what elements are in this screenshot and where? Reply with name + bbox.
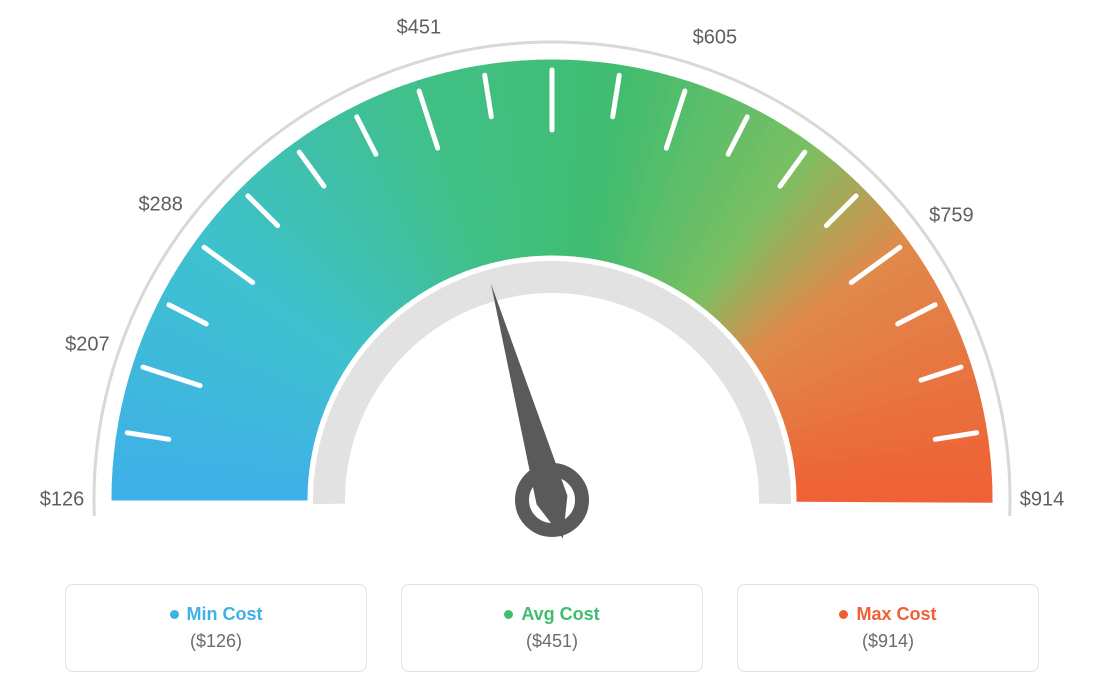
legend-min-box: Min Cost ($126) [65, 584, 367, 672]
legend-max-label: Max Cost [856, 604, 936, 625]
gauge-area: $126 $207 $288 $451 $605 $759 $914 [0, 0, 1104, 560]
legend-min-title: Min Cost [170, 604, 263, 625]
legend-avg-title: Avg Cost [504, 604, 599, 625]
legend-min-value: ($126) [190, 631, 242, 652]
gauge-scale-label: $288 [138, 194, 183, 217]
legend-avg-value: ($451) [526, 631, 578, 652]
legend-min-label: Min Cost [187, 604, 263, 625]
gauge-scale-label: $126 [40, 489, 85, 512]
gauge-scale-label: $605 [693, 26, 738, 49]
gauge-scale-label: $451 [397, 17, 442, 40]
legend-avg-box: Avg Cost ($451) [401, 584, 703, 672]
gauge-scale-label: $759 [929, 205, 974, 228]
legend-max-value: ($914) [862, 631, 914, 652]
legend-row: Min Cost ($126) Avg Cost ($451) Max Cost… [0, 584, 1104, 672]
gauge-svg [0, 0, 1104, 560]
legend-max-title: Max Cost [839, 604, 936, 625]
dot-icon [170, 610, 179, 619]
dot-icon [504, 610, 513, 619]
legend-max-box: Max Cost ($914) [737, 584, 1039, 672]
gauge-scale-label: $207 [65, 333, 110, 356]
gauge-scale-label: $914 [1020, 489, 1065, 512]
cost-gauge-chart: $126 $207 $288 $451 $605 $759 $914 Min Cost ($… [0, 0, 1104, 690]
legend-avg-label: Avg Cost [521, 604, 599, 625]
dot-icon [839, 610, 848, 619]
